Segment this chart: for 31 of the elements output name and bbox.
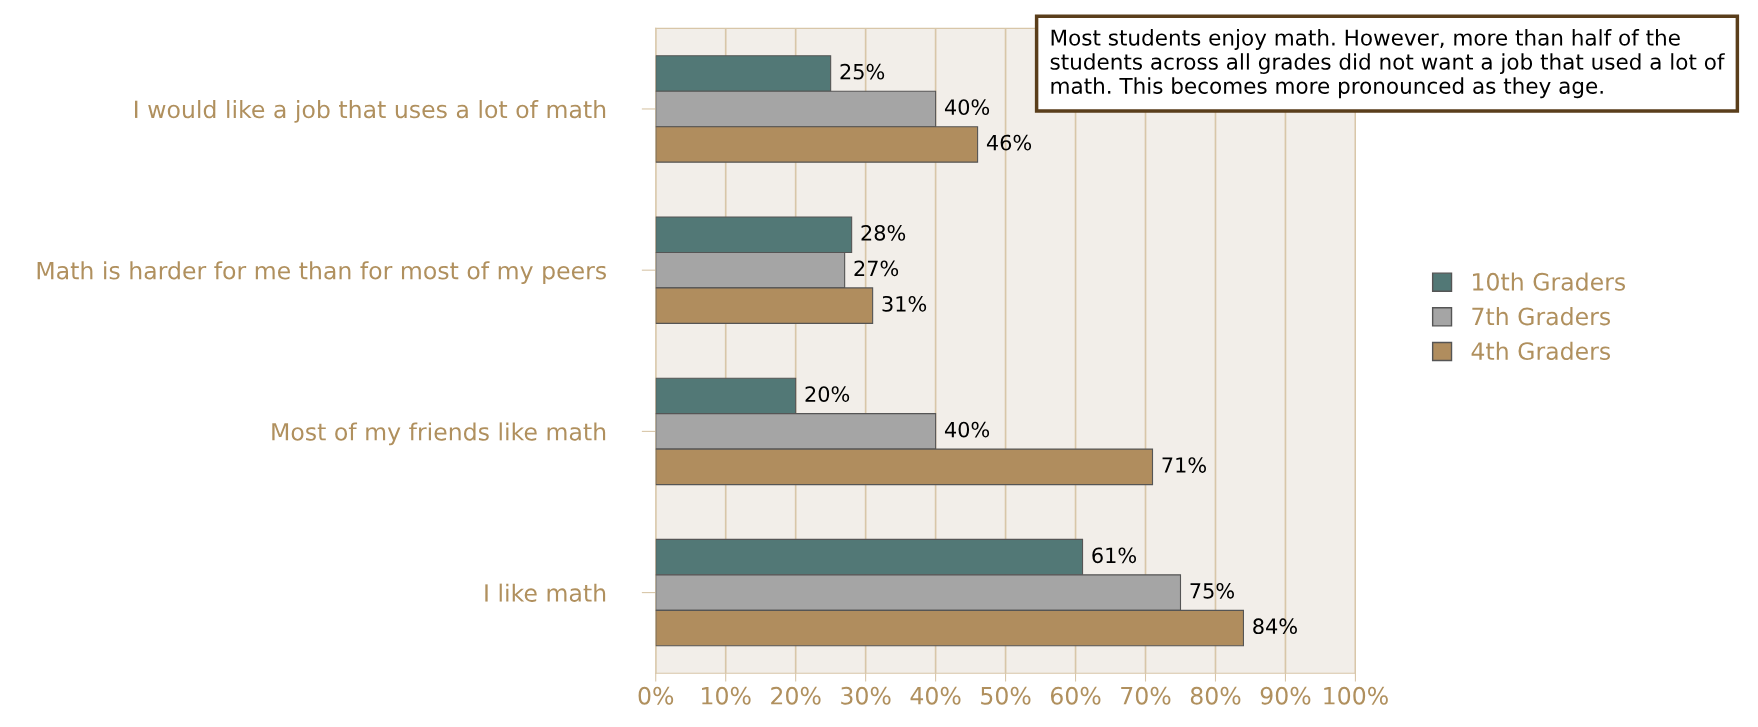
x-tick-label: 0% <box>638 686 674 705</box>
y-tick-label: Most of my friends like math <box>272 422 606 446</box>
x-tick-label: 30% <box>841 686 891 705</box>
data-label: 28% <box>861 224 906 241</box>
x-tick-label: 100% <box>1324 686 1388 705</box>
x-tick-label: 10% <box>702 686 751 705</box>
y-tick-label: Math is harder for me than for most of my peers <box>37 261 606 285</box>
data-label: 25% <box>840 63 885 80</box>
y-tick-label: I like math <box>485 583 606 602</box>
data-label: 31% <box>882 295 927 312</box>
data-label: 20% <box>805 386 850 402</box>
data-label: 27% <box>854 260 899 277</box>
x-tick-label: 70% <box>1121 686 1171 705</box>
data-label: 61% <box>1092 547 1137 564</box>
x-tick-label: 40% <box>910 686 961 705</box>
annotation: Most students enjoy math. However, more than half of the students across all grades did not want a job that used a lot of math. This becomes more pronounced as they age. <box>1050 29 1725 99</box>
legend-label: 7th Graders <box>1472 307 1611 326</box>
x-tick-label: 90% <box>1260 686 1311 705</box>
legend-label: 10th Graders <box>1473 272 1626 291</box>
x-tick-label: 60% <box>1050 686 1101 705</box>
x-tick-label: 80% <box>1190 686 1241 705</box>
legend-label: 4th Graders <box>1471 341 1611 361</box>
data-label: 75% <box>1190 582 1234 599</box>
data-label: 40% <box>944 421 990 438</box>
y-tick-label: I would like a job that uses a lot of math <box>135 99 606 123</box>
data-label: 46% <box>986 134 1032 151</box>
data-label: 84% <box>1253 618 1297 635</box>
x-tick-label: 50% <box>981 686 1031 705</box>
data-label: 71% <box>1162 457 1206 473</box>
data-label: 40% <box>944 99 990 115</box>
x-tick-label: 20% <box>771 686 821 705</box>
